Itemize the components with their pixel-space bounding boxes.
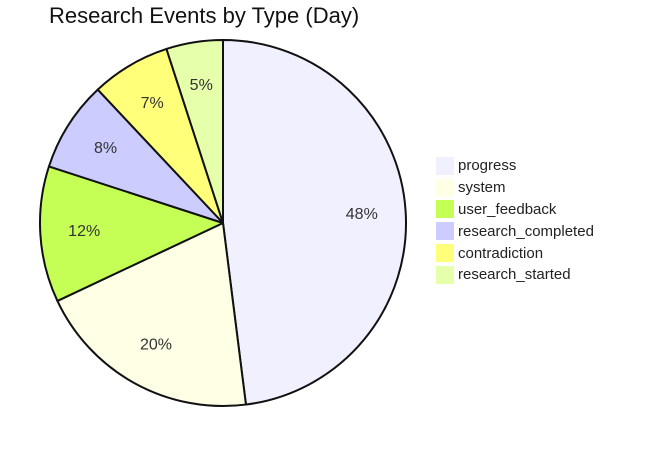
legend-item-contradiction[interactable]: contradiction (436, 242, 594, 264)
legend-item-research-completed[interactable]: research_completed (436, 220, 594, 242)
slice-label-research-completed: 8% (94, 140, 117, 157)
legend-item-user-feedback[interactable]: user_feedback (436, 199, 594, 221)
chart-title: Research Events by Type (Day) (49, 3, 360, 28)
slice-label-progress: 48% (346, 206, 378, 223)
pie-slice-research-completed (47, 88, 224, 224)
legend-label: contradiction (458, 244, 544, 262)
legend-swatch (436, 265, 454, 284)
slice-label-system: 20% (140, 336, 172, 353)
legend-swatch (436, 244, 454, 263)
pie-slice-user-feedback (39, 165, 224, 302)
legend-label: user_feedback (458, 200, 557, 218)
slice-label-contradiction: 7% (141, 95, 164, 112)
slice-label-research-started: 5% (190, 77, 213, 94)
legend-item-research-started[interactable]: research_started (436, 264, 594, 286)
legend-label: research_completed (458, 222, 594, 240)
pie-slices (39, 39, 407, 407)
pie-slice-progress (222, 39, 407, 406)
legend-item-progress[interactable]: progress (436, 155, 594, 177)
slice-label-user-feedback: 12% (68, 223, 100, 240)
legend-label: progress (458, 157, 517, 175)
legend-item-system[interactable]: system (436, 177, 594, 199)
legend-swatch (436, 222, 454, 241)
legend-label: research_started (458, 266, 571, 284)
pie-slice-research-started (165, 39, 224, 224)
legend-label: system (458, 179, 506, 197)
legend-swatch (436, 156, 454, 175)
legend: progress system user_feedback research_comp… (436, 155, 594, 286)
legend-swatch (436, 178, 454, 197)
pie-slice-system (56, 222, 247, 407)
legend-swatch (436, 200, 454, 219)
pie-slice-labels: 48% 20% 12% 8% 7% 5% (68, 77, 378, 353)
